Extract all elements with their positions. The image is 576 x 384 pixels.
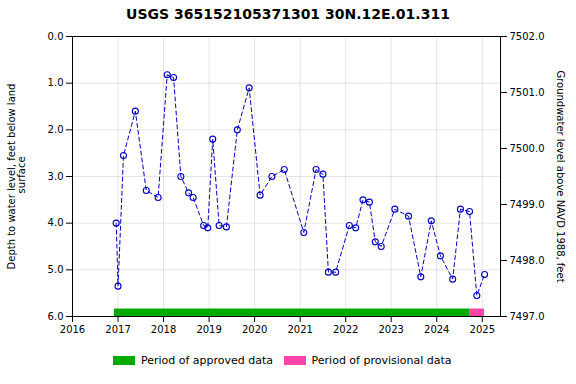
svg-text:2018: 2018 <box>151 324 176 335</box>
svg-text:7497.0: 7497.0 <box>510 311 545 322</box>
svg-text:1.0: 1.0 <box>48 77 64 88</box>
html-text:Period of provisional data: Period of provisional data <box>311 354 452 367</box>
svg-text:2022: 2022 <box>333 324 358 335</box>
svg-text:2019: 2019 <box>196 324 221 335</box>
svg-text:7502.0: 7502.0 <box>510 31 545 42</box>
svg-text:2020: 2020 <box>242 324 267 335</box>
svg-text:7498.0: 7498.0 <box>510 255 545 266</box>
svg-text:7501.0: 7501.0 <box>510 87 545 98</box>
svg-text:2025: 2025 <box>470 324 495 335</box>
html-text:USGS 365152105371301 30N.12E.0: USGS 365152105371301 30N.12E.01.311 <box>126 6 450 22</box>
svg-text:5.0: 5.0 <box>48 264 64 275</box>
svg-text:4.0: 4.0 <box>48 217 64 228</box>
svg-text:2021: 2021 <box>287 324 312 335</box>
svg-text:2024: 2024 <box>424 324 449 335</box>
svg-text:0.0: 0.0 <box>48 31 64 42</box>
svg-text:3.0: 3.0 <box>48 171 64 182</box>
svg-text:2.0: 2.0 <box>48 124 64 135</box>
svg-text:2017: 2017 <box>105 324 130 335</box>
svg-text:Depth to water level, feet bel: Depth to water level, feet below land su… <box>6 84 27 270</box>
html-text:Period of approved data: Period of approved data <box>140 354 274 367</box>
svg-text:6.0: 6.0 <box>48 311 64 322</box>
svg-text:2016: 2016 <box>60 324 85 335</box>
svg-text:7499.0: 7499.0 <box>510 199 545 210</box>
svg-text:7500.0: 7500.0 <box>510 143 545 154</box>
svg-text:2023: 2023 <box>378 324 403 335</box>
svg-text:Groundwater level above NAVD 1: Groundwater level above NAVD 1988, feet <box>555 70 566 282</box>
